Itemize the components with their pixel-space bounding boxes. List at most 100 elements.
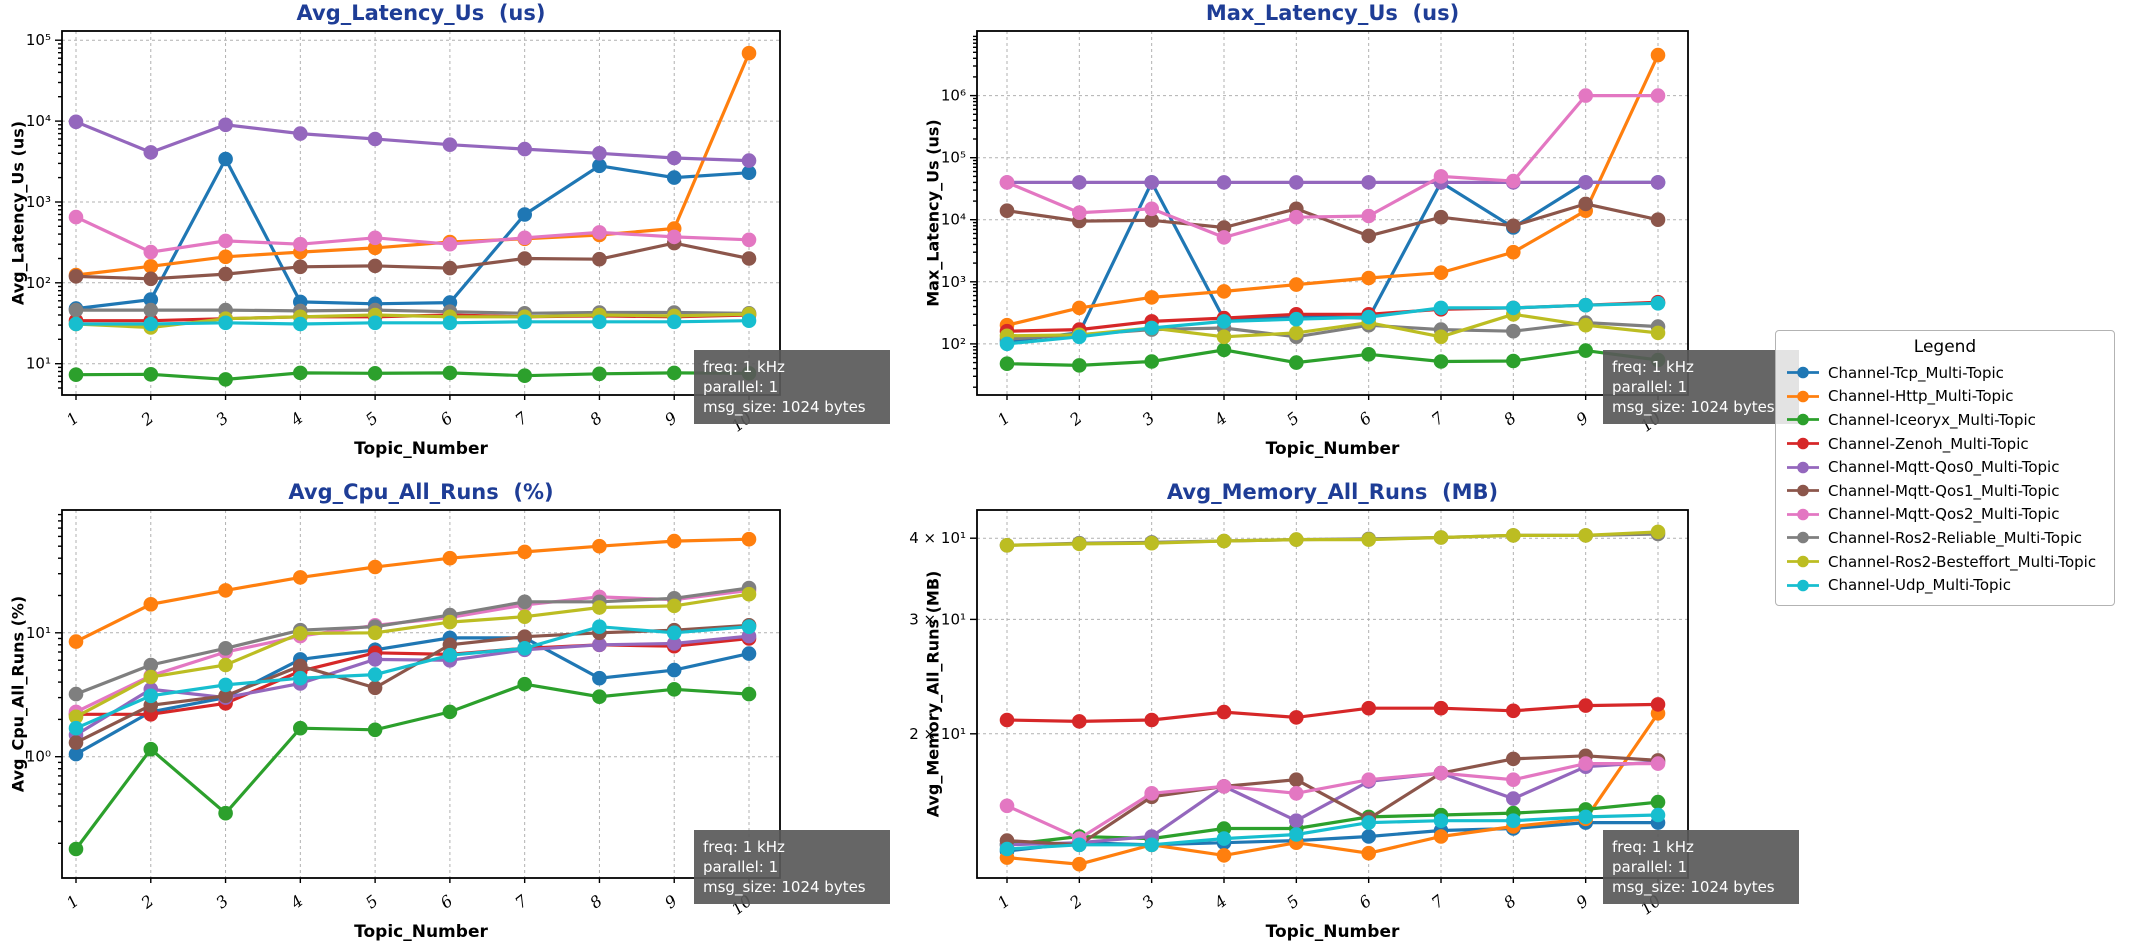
legend-item-label: Channel-Iceoryx_Multi-Topic xyxy=(1828,410,2036,429)
params-note: freq: 1 kHz parallel: 1 msg_size: 1024 b… xyxy=(694,830,890,904)
note-line: parallel: 1 xyxy=(703,378,779,396)
chart-title-avg-memory: Avg_Memory_All_Runs (MB) xyxy=(1166,480,1499,504)
svg-text:6: 6 xyxy=(1355,891,1375,912)
note-line: msg_size: 1024 bytes xyxy=(1612,398,1775,416)
legend-item-label: Channel-Tcp_Multi-Topic xyxy=(1828,363,2004,382)
svg-text:10⁵: 10⁵ xyxy=(941,149,966,167)
svg-text:1: 1 xyxy=(994,408,1014,429)
legend-item: Channel-Http_Multi-Topic xyxy=(1786,385,2104,409)
legend-item-label: Channel-Mqtt-Qos1_Multi-Topic xyxy=(1828,481,2060,500)
legend-item-label: Channel-Ros2-Besteffort_Multi-Topic xyxy=(1828,552,2097,571)
svg-text:10³: 10³ xyxy=(941,273,966,291)
note-line: freq: 1 kHz xyxy=(703,838,785,856)
legend-item-label: Channel-Ros2-Reliable_Multi-Topic xyxy=(1828,528,2083,547)
svg-text:3: 3 xyxy=(212,891,232,912)
legend-item: Channel-Mqtt-Qos1_Multi-Topic xyxy=(1786,479,2104,503)
svg-text:3: 3 xyxy=(212,408,232,429)
chart-max-latency: Max_Latency_Us (us) Max_Latency_Us (us) … xyxy=(924,1,1799,459)
params-note: freq: 1 kHz parallel: 1 msg_size: 1024 b… xyxy=(694,350,890,424)
svg-text:3: 3 xyxy=(1138,408,1158,429)
svg-text:10¹: 10¹ xyxy=(26,624,51,642)
chart-title-avg-latency: Avg_Latency_Us (us) xyxy=(296,1,546,25)
note-line: msg_size: 1024 bytes xyxy=(703,398,866,416)
legend-item: Channel-Udp_Multi-Topic xyxy=(1786,573,2104,597)
params-note: freq: 1 kHz parallel: 1 msg_size: 1024 b… xyxy=(1603,830,1799,904)
chart-avg-cpu: Avg_Cpu_All_Runs (%) Avg_Cpu_All_Runs (%… xyxy=(9,480,890,942)
note-line: freq: 1 kHz xyxy=(703,358,785,376)
chart-avg-latency: Avg_Latency_Us (us) Avg_Latency_Us (us) … xyxy=(9,1,890,459)
legend-marker-icon xyxy=(1787,555,1819,568)
y-axis-label-avg-cpu: Avg_Cpu_All_Runs (%) xyxy=(8,595,28,793)
svg-text:7: 7 xyxy=(1428,408,1448,430)
chart-title-avg-cpu: Avg_Cpu_All_Runs (%) xyxy=(288,480,554,504)
legend-marker-icon xyxy=(1787,484,1819,497)
svg-text:8: 8 xyxy=(1500,408,1520,429)
legend-item: Channel-Ros2-Reliable_Multi-Topic xyxy=(1786,526,2104,550)
legend-marker-icon xyxy=(1787,508,1819,521)
svg-text:10⁴: 10⁴ xyxy=(941,211,966,229)
svg-text:3 × 10¹: 3 × 10¹ xyxy=(909,610,966,628)
svg-text:10⁴: 10⁴ xyxy=(26,112,51,130)
svg-text:10⁰: 10⁰ xyxy=(26,748,51,766)
legend-item-label: Channel-Udp_Multi-Topic xyxy=(1828,576,2011,595)
legend-title: Legend xyxy=(1913,337,1977,357)
y-axis-label-max-latency: Max_Latency_Us (us) xyxy=(923,119,943,307)
legend-item-label: Channel-Http_Multi-Topic xyxy=(1828,387,2014,406)
svg-text:5: 5 xyxy=(1283,891,1303,912)
legend-marker-icon xyxy=(1787,437,1819,450)
legend-item-label: Channel-Zenoh_Multi-Topic xyxy=(1828,434,2029,453)
svg-text:4 × 10¹: 4 × 10¹ xyxy=(909,529,966,547)
svg-text:9: 9 xyxy=(661,891,681,912)
svg-text:4: 4 xyxy=(286,891,307,913)
svg-text:9: 9 xyxy=(1572,408,1592,429)
svg-text:10¹: 10¹ xyxy=(26,355,51,373)
svg-text:8: 8 xyxy=(1500,891,1520,912)
svg-text:7: 7 xyxy=(1428,891,1448,913)
legend-item: Channel-Tcp_Multi-Topic xyxy=(1786,361,2104,385)
plot-area-max-latency: 1234567891010²10³10⁴10⁵10⁶ xyxy=(941,30,1689,436)
legend-item: Channel-Iceoryx_Multi-Topic xyxy=(1786,408,2104,432)
legend-marker-icon xyxy=(1787,414,1819,426)
legend-item: Channel-Mqtt-Qos0_Multi-Topic xyxy=(1786,455,2104,479)
svg-text:2: 2 xyxy=(137,408,158,430)
legend-item-label: Channel-Mqtt-Qos0_Multi-Topic xyxy=(1828,458,2060,477)
chart-avg-memory: Avg_Memory_All_Runs (MB) Avg_Memory_All_… xyxy=(909,480,1799,942)
chart-title-max-latency: Max_Latency_Us (us) xyxy=(1205,1,1460,25)
legend-item: Channel-Ros2-Besteffort_Multi-Topic xyxy=(1786,550,2104,574)
legend-marker-icon xyxy=(1787,366,1819,379)
plot-area-avg-latency: 1234567891010¹10²10³10⁴10⁵ xyxy=(26,30,781,436)
note-line: parallel: 1 xyxy=(1612,378,1688,396)
svg-text:10²: 10² xyxy=(941,335,966,353)
svg-text:9: 9 xyxy=(1572,891,1592,912)
svg-text:3: 3 xyxy=(1138,891,1158,912)
note-line: parallel: 1 xyxy=(1612,858,1688,876)
x-axis-label-avg-cpu: Topic_Number xyxy=(354,922,488,942)
legend-marker-icon xyxy=(1787,532,1819,544)
y-axis-label-avg-memory: Avg_Memory_All_Runs (MB) xyxy=(923,570,943,818)
svg-text:6: 6 xyxy=(437,408,457,429)
note-line: msg_size: 1024 bytes xyxy=(1612,878,1775,896)
svg-text:10⁶: 10⁶ xyxy=(941,87,966,105)
svg-text:10⁵: 10⁵ xyxy=(26,31,51,49)
svg-text:2: 2 xyxy=(1065,891,1086,913)
svg-text:2: 2 xyxy=(137,891,158,913)
svg-text:5: 5 xyxy=(362,408,382,429)
svg-text:2: 2 xyxy=(1065,408,1086,430)
svg-text:4: 4 xyxy=(286,408,307,430)
params-note: freq: 1 kHz parallel: 1 msg_size: 1024 b… xyxy=(1603,350,1799,424)
svg-text:7: 7 xyxy=(511,891,531,913)
note-line: freq: 1 kHz xyxy=(1612,838,1694,856)
svg-text:1: 1 xyxy=(63,408,83,429)
legend-item: Channel-Zenoh_Multi-Topic xyxy=(1786,432,2104,456)
legend-marker-icon xyxy=(1787,461,1819,473)
svg-text:6: 6 xyxy=(1355,408,1375,429)
svg-text:7: 7 xyxy=(511,408,531,430)
note-line: msg_size: 1024 bytes xyxy=(703,878,866,896)
svg-text:10³: 10³ xyxy=(26,193,51,211)
svg-text:1: 1 xyxy=(63,891,83,912)
svg-text:4: 4 xyxy=(1210,891,1231,913)
legend: Legend Channel-Tcp_Multi-Topic Channel-Ht… xyxy=(1775,330,2115,606)
x-axis-label-max-latency: Topic_Number xyxy=(1265,439,1400,459)
